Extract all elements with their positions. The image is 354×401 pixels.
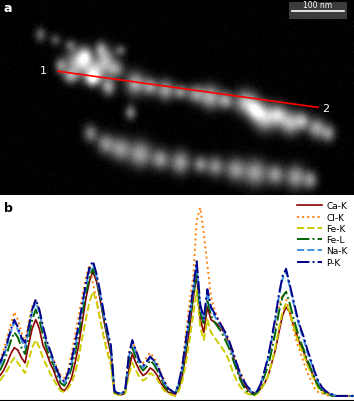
Text: 2: 2 <box>322 104 329 114</box>
Text: a: a <box>4 2 12 15</box>
Legend: Ca-K, Cl-K, Fe-K, Fe-L, Na-K, P-K: Ca-K, Cl-K, Fe-K, Fe-L, Na-K, P-K <box>295 200 349 269</box>
Text: 1: 1 <box>40 66 47 76</box>
FancyBboxPatch shape <box>289 3 347 20</box>
Text: b: b <box>4 202 12 215</box>
Text: 100 nm: 100 nm <box>303 1 332 10</box>
